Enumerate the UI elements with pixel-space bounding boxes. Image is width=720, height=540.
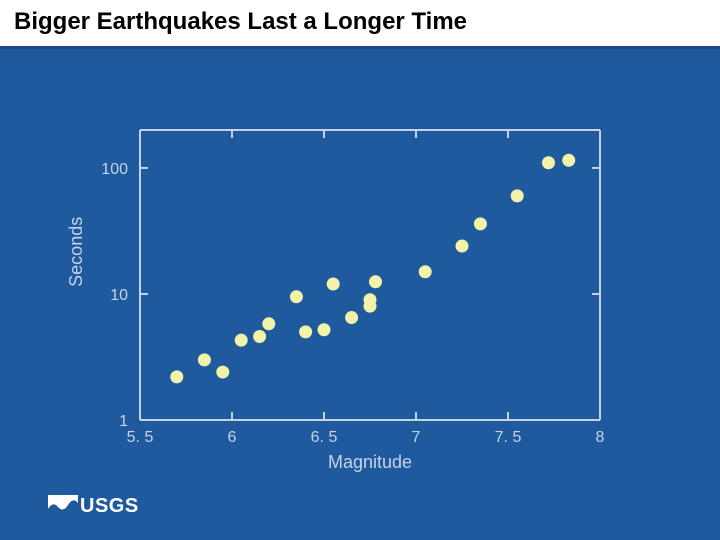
svg-text:1: 1 bbox=[119, 413, 128, 430]
usgs-logo: USGS bbox=[48, 492, 139, 520]
svg-text:6: 6 bbox=[228, 429, 237, 446]
svg-text:7: 7 bbox=[412, 429, 421, 446]
usgs-wave-icon bbox=[48, 495, 78, 517]
chart-svg: 5. 5 6 6. 5 7 7. 5 8 1 10 100 Magnitude Seconds bbox=[50, 110, 650, 480]
usgs-logo-text: USGS bbox=[80, 495, 139, 518]
scatter-chart: 5. 5 6 6. 5 7 7. 5 8 1 10 100 Magnitude Seconds bbox=[50, 110, 650, 480]
svg-text:7. 5: 7. 5 bbox=[495, 429, 522, 446]
svg-text:8: 8 bbox=[596, 429, 605, 446]
slide-title: Bigger Earthquakes Last a Longer Time bbox=[14, 8, 467, 35]
svg-text:6. 5: 6. 5 bbox=[311, 429, 338, 446]
title-bar: Bigger Earthquakes Last a Longer Time bbox=[0, 0, 720, 46]
svg-text:10: 10 bbox=[110, 287, 128, 304]
svg-text:100: 100 bbox=[101, 161, 128, 178]
title-underline bbox=[0, 46, 720, 49]
svg-text:Seconds: Seconds bbox=[66, 217, 86, 287]
svg-text:5. 5: 5. 5 bbox=[127, 429, 154, 446]
slide: Bigger Earthquakes Last a Longer Time 5.… bbox=[0, 0, 720, 540]
svg-text:Magnitude: Magnitude bbox=[328, 452, 412, 472]
